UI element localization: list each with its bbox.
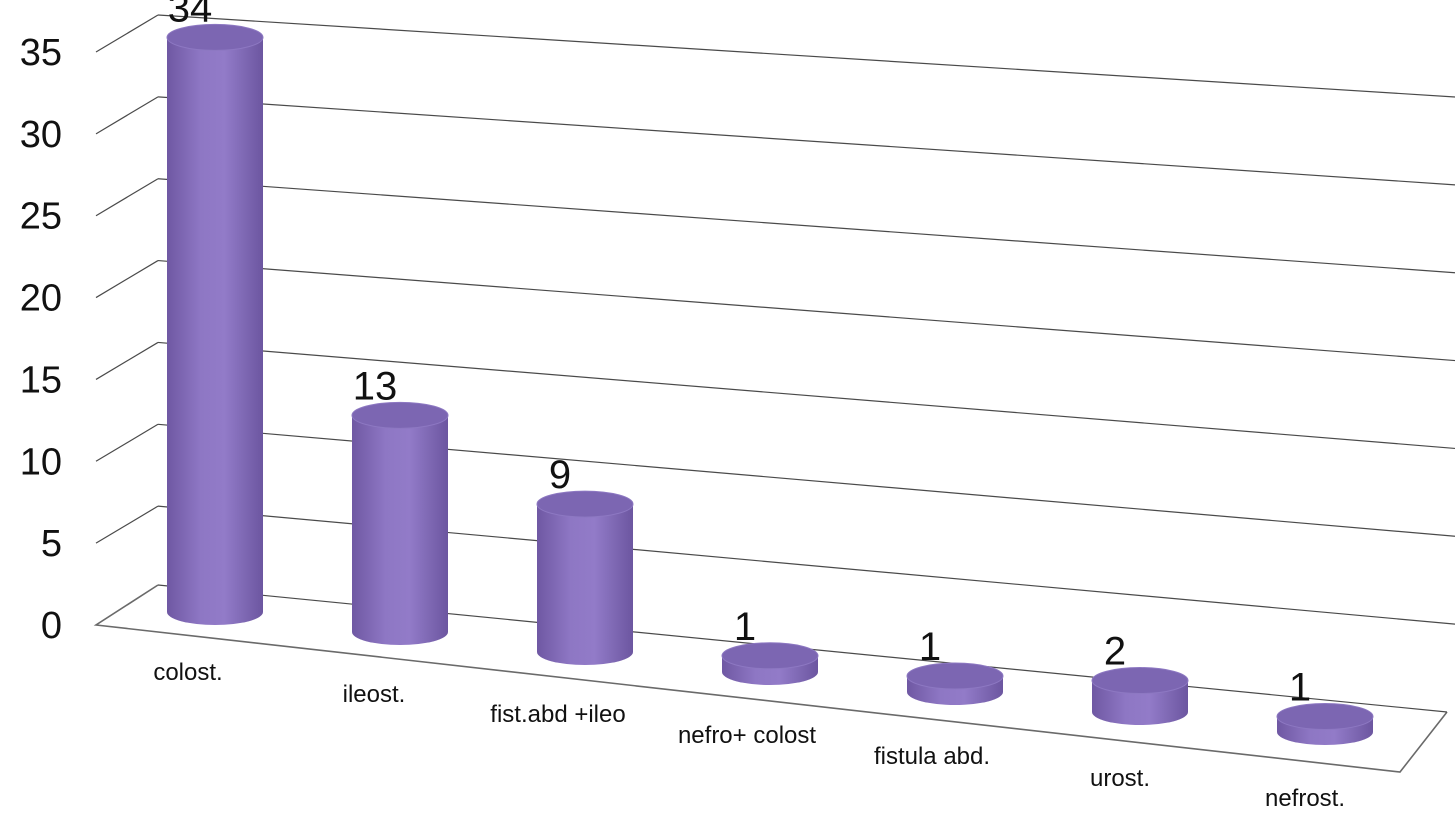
data-label: 1: [734, 605, 756, 649]
bar-top-cap: [166, 23, 264, 51]
side-gridline: [95, 96, 159, 135]
bar: [906, 662, 1004, 705]
bar-top-cap: [1276, 703, 1374, 730]
back-gridline: [157, 14, 1455, 98]
bar: [1091, 667, 1189, 725]
data-label: 9: [549, 453, 571, 497]
gridlines: [95, 14, 1455, 625]
x-tick-label: fist.abd +ileo: [490, 701, 625, 728]
bar-top-cap: [536, 490, 634, 518]
x-tick-label: nefrost.: [1265, 785, 1345, 812]
bar: [1276, 703, 1374, 745]
y-tick-label: 15: [20, 359, 62, 401]
side-gridline: [95, 505, 159, 544]
bar: [536, 490, 634, 665]
data-label: 1: [1289, 666, 1311, 710]
bar-body: [537, 504, 633, 665]
bar-body: [352, 415, 448, 645]
x-tick-label: nefro+ colost: [678, 722, 816, 749]
back-gridline: [157, 96, 1455, 186]
bar-body: [167, 37, 263, 625]
side-gridline: [95, 14, 159, 53]
y-tick-label: 25: [20, 196, 62, 238]
back-gridline: [157, 178, 1455, 274]
y-tick-label: 10: [20, 441, 62, 483]
x-axis-tick-labels: colost. ileost. fist.abd +ileo nefro+ colos…: [153, 659, 1345, 812]
bar-top-cap: [906, 662, 1004, 690]
y-tick-label: 30: [20, 114, 62, 156]
y-tick-label: 20: [20, 278, 62, 320]
side-gridline: [95, 260, 159, 299]
x-tick-label: colost.: [153, 659, 222, 686]
side-gridline: [95, 341, 159, 380]
bar-top-cap: [351, 401, 449, 429]
bar-top-cap: [721, 642, 819, 670]
y-axis-tick-labels: 0 5 10 15 20 25 30 35: [20, 32, 62, 647]
y-tick-label: 5: [41, 523, 62, 565]
y-tick-label: 0: [41, 605, 62, 647]
bar-top-cap: [1091, 667, 1189, 695]
x-tick-label: urost.: [1090, 765, 1150, 792]
floor-outline: [93, 584, 1448, 773]
x-tick-label: fistula abd.: [874, 743, 990, 770]
data-label: 34: [168, 0, 213, 30]
y-tick-label: 35: [20, 32, 62, 74]
data-label: 2: [1104, 630, 1126, 674]
bars: [166, 23, 1374, 745]
back-gridline: [157, 259, 1455, 362]
back-gridline: [157, 341, 1455, 450]
data-labels: 34 13 9 1 1 2 1: [168, 0, 1311, 710]
side-gridline: [95, 178, 159, 217]
side-gridline: [95, 423, 159, 462]
x-tick-label: ileost.: [343, 681, 406, 708]
data-label: 13: [353, 364, 398, 408]
bar: [351, 401, 449, 645]
data-label: 1: [919, 625, 941, 669]
bar: [721, 642, 819, 685]
bar: [166, 23, 264, 625]
